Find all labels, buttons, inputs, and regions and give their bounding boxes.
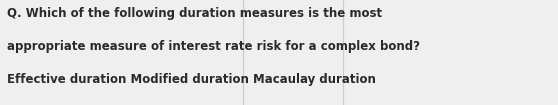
Text: Effective duration Modified duration Macaulay duration: Effective duration Modified duration Mac…: [7, 74, 376, 87]
Text: Q. Which of the following duration measures is the most: Q. Which of the following duration measu…: [7, 7, 382, 20]
Text: appropriate measure of interest rate risk for a complex bond?: appropriate measure of interest rate ris…: [7, 40, 420, 53]
